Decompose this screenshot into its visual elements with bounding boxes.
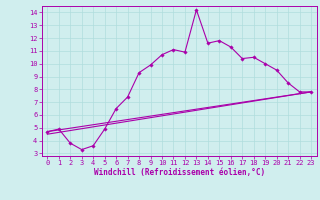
- X-axis label: Windchill (Refroidissement éolien,°C): Windchill (Refroidissement éolien,°C): [94, 168, 265, 177]
